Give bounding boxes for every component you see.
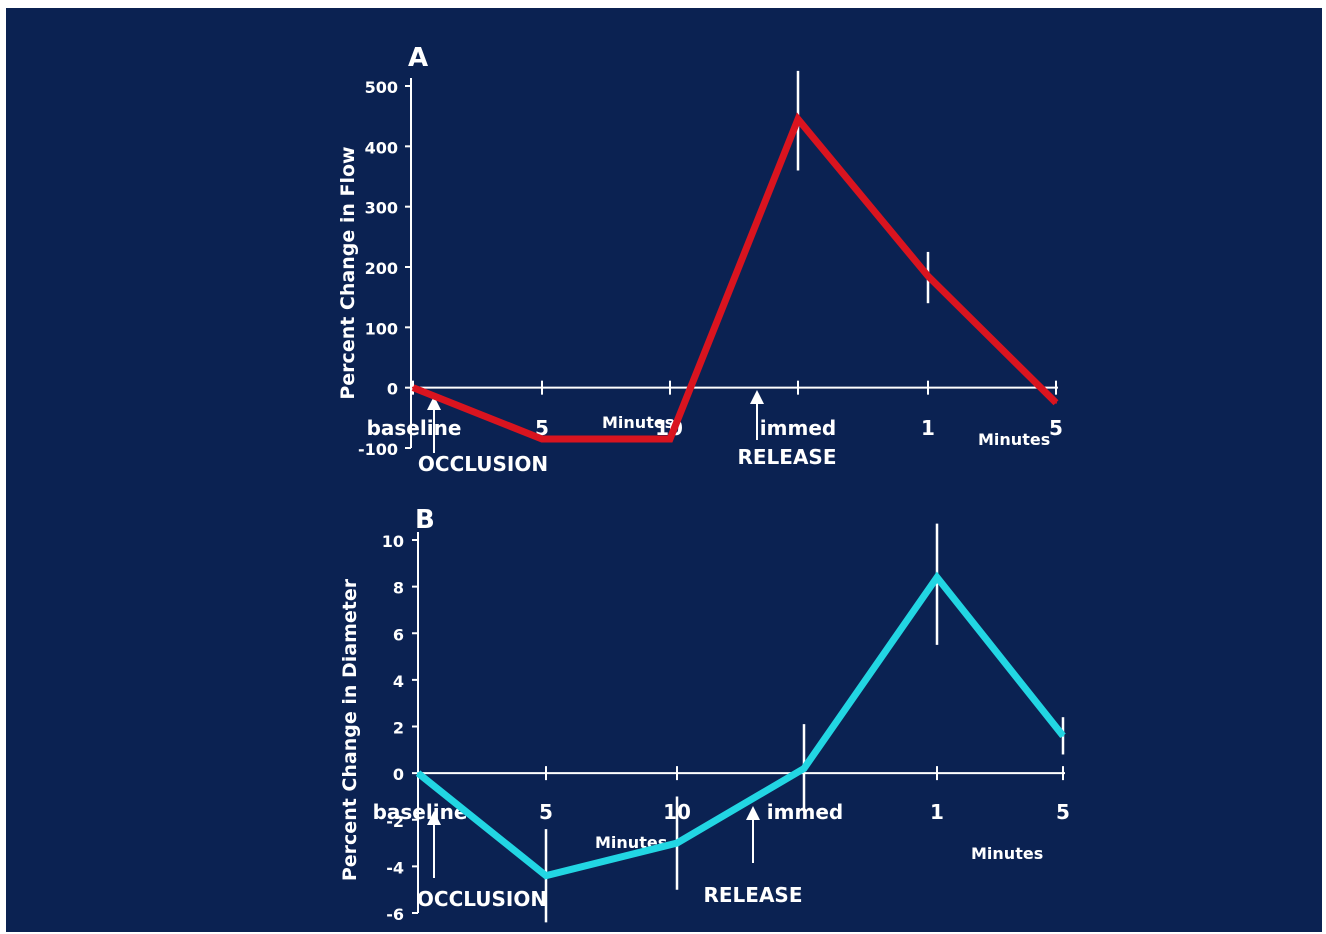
panel-b-y-tick-label: 8 <box>393 579 404 598</box>
chart-slide: A Percent Change in Flow 500 400 300 200 100 0-… <box>6 8 1322 932</box>
panel-a-y-tick-label: 0 <box>387 380 398 399</box>
panel-a-minutes-label: Minutes <box>978 430 1050 449</box>
panel-b-y-axis-title: Percent Change in Diameter <box>339 578 361 881</box>
panel-b-y-tick-label: 6 <box>393 625 404 644</box>
panel-b-y-tick-label: 10 <box>382 532 404 551</box>
panel-a-y-axis-title: Percent Change in Flow <box>337 146 359 399</box>
panel-b-event-label-release: RELEASE <box>703 883 802 907</box>
panel-b-y-tick-label: -2 <box>386 812 404 831</box>
panel-a-minutes-label: Minutes <box>602 413 674 432</box>
panel-b-y-tick-label: -4 <box>386 858 404 877</box>
panel-b-x-tick-label: 5 <box>1056 800 1070 824</box>
panel-b-y-tick-label: 2 <box>393 719 404 738</box>
panel-b-y-tick-label: 4 <box>393 672 404 691</box>
panel-a-data-point <box>412 386 414 389</box>
panel-a-y-tick-label: 400 <box>365 138 398 157</box>
panel-b-minutes-label: Minutes <box>971 844 1043 863</box>
panel-a-event-label-occlusion: OCCLUSION <box>418 452 548 476</box>
panel-b-series-line <box>415 571 1066 880</box>
panel-a-occlusion-arrow-head <box>427 396 441 410</box>
panel-b-data-point <box>545 874 547 877</box>
panel-b-x-tick-label: 5 <box>539 800 553 824</box>
panel-a-x-tick-label: immed <box>760 416 836 440</box>
chart-background <box>6 8 1322 932</box>
panel-a-label: A <box>408 43 428 73</box>
panel-a-x-tick-label: 1 <box>921 416 935 440</box>
panel-a-data-point <box>927 275 929 278</box>
panel-a-y-tick-label: 100 <box>365 319 398 338</box>
panel-a-y-tick-label: 200 <box>365 259 398 278</box>
panel-b-release-arrow-head <box>746 806 760 820</box>
panel-b-y-tick-label: 0 <box>393 765 404 784</box>
panel-b-label: B <box>415 505 435 535</box>
panel-b-occlusion-arrow-head <box>427 811 441 825</box>
panel-a-data-point <box>541 437 543 440</box>
panel-b-y-tick-label: -6 <box>386 905 404 924</box>
panel-a-y-tick-label: -100 <box>358 440 398 459</box>
panel-b-data-point <box>936 576 938 579</box>
panel-a-y-tick-label: 500 <box>365 78 398 97</box>
panel-a-release-arrow-head <box>750 390 764 404</box>
panel-a-y-tick-label: 300 <box>365 199 398 218</box>
panel-a-x-tick-label: 5 <box>1049 416 1063 440</box>
panel-b-data-point <box>803 767 805 770</box>
panel-b-data-point <box>1062 734 1064 737</box>
panel-b-data-point <box>417 772 419 775</box>
panel-a-data-point <box>797 118 799 121</box>
panel-a-data-point <box>669 437 671 440</box>
panel-b-event-label-occlusion: OCCLUSION <box>417 887 547 911</box>
panel-a-data-point <box>1055 401 1057 404</box>
panel-a-x-tick-label: baseline <box>367 416 462 440</box>
panel-b-x-tick-label: 1 <box>930 800 944 824</box>
panel-a-event-label-release: RELEASE <box>737 445 836 469</box>
panel-b-data-point <box>676 842 678 845</box>
panel-a-series-line <box>411 112 1059 443</box>
